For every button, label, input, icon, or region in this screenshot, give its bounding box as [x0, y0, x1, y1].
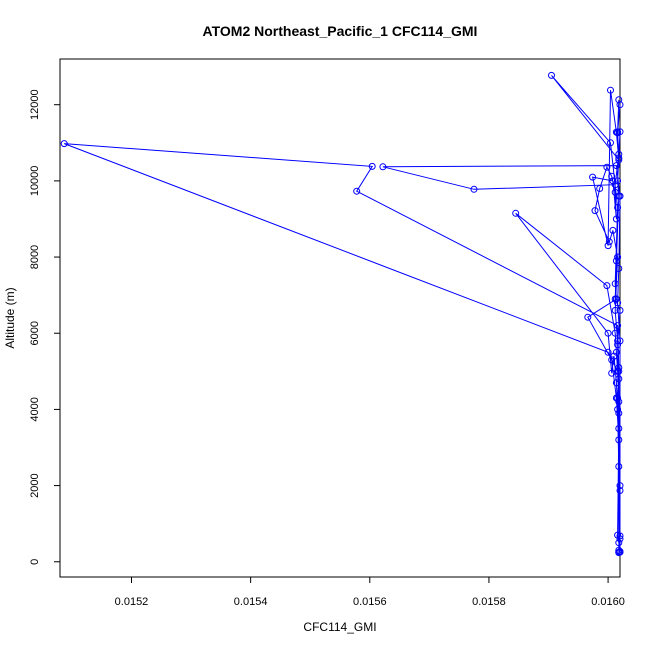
data-point: [603, 282, 611, 290]
data-point: [612, 394, 620, 402]
data-point: [612, 257, 620, 265]
y-tick-label: 10000: [29, 166, 41, 197]
data-point: [615, 436, 623, 444]
data-point: [596, 185, 604, 192]
data-point: [604, 329, 612, 337]
data-point: [614, 204, 622, 211]
data-point: [470, 185, 478, 193]
data-point: [615, 546, 623, 554]
data-point: [589, 173, 597, 181]
data-point: [614, 299, 622, 307]
data-point: [607, 139, 614, 147]
data-point: [608, 356, 616, 364]
data-point: [610, 352, 618, 360]
data-point: [616, 337, 624, 345]
data-point: [614, 405, 622, 413]
x-tick-label: 0.0154: [234, 596, 268, 608]
data-point: [615, 463, 623, 470]
data-point: [584, 313, 592, 321]
data-point: [614, 367, 622, 375]
data-point: [611, 188, 619, 196]
data-point: [548, 71, 555, 79]
data-point: [614, 129, 622, 137]
data-point: [612, 348, 620, 356]
y-tick-label: 6000: [29, 321, 41, 345]
data-point: [611, 329, 619, 337]
data-point: [614, 177, 622, 185]
data-point: [615, 364, 623, 371]
x-tick-label: 0.0156: [353, 596, 387, 608]
data-point: [616, 101, 624, 109]
data-point: [616, 482, 624, 490]
x-axis-label: CFC114_GMI: [303, 620, 376, 634]
data-point: [614, 531, 622, 539]
chart-title: ATOM2 Northeast_Pacific_1 CFC114_GMI: [203, 23, 478, 39]
data-point: [614, 337, 622, 345]
data-point: [512, 209, 520, 217]
data-point: [614, 341, 622, 349]
data-point: [615, 409, 623, 417]
data-point: [611, 280, 619, 288]
data-point: [612, 215, 620, 223]
x-axis: 0.0152 0.0154 0.0156 0.0158 0.0160: [115, 577, 625, 608]
x-tick-label: 0.0160: [591, 596, 625, 608]
data-point: [615, 96, 623, 104]
y-tick-label: 8000: [29, 245, 41, 269]
data-point: [615, 375, 623, 383]
data-point: [616, 487, 624, 494]
data-point: [616, 192, 624, 200]
data-point: [612, 128, 620, 136]
y-tick-label: 4000: [29, 397, 41, 421]
data-point: [60, 140, 68, 148]
data-point: [368, 162, 376, 170]
x-tick-label: 0.0152: [115, 596, 149, 608]
data-point: [616, 306, 624, 314]
plot-area: [60, 71, 624, 557]
y-tick-label: 12000: [29, 89, 41, 120]
data-point: [612, 295, 620, 303]
y-axis-label: Altitude (m): [3, 287, 17, 348]
data-point: [615, 398, 623, 406]
data-point: [615, 154, 623, 162]
data-point: [615, 425, 623, 432]
y-tick-label: 0: [29, 559, 41, 565]
data-point: [379, 163, 387, 171]
data-point: [607, 86, 614, 94]
data-point: [616, 535, 624, 543]
data-point: [616, 548, 624, 556]
data-point: [603, 163, 611, 171]
data-point: [591, 207, 599, 215]
data-point: [615, 150, 623, 158]
data-point: [605, 238, 613, 246]
data-point: [614, 253, 622, 261]
data-point: [614, 322, 622, 330]
data-point: [615, 265, 623, 272]
x-tick-label: 0.0158: [472, 596, 506, 608]
data-point: [609, 177, 617, 185]
data-point: [604, 348, 612, 356]
data-point: [353, 187, 361, 195]
plot-frame: [59, 58, 621, 578]
data-point: [604, 242, 612, 250]
data-point: [611, 306, 619, 314]
series-line: [64, 75, 621, 554]
y-axis: 0 2000 4000 6000 8000 10000 12000: [29, 89, 60, 565]
data-point: [608, 172, 616, 180]
data-point: [612, 162, 620, 170]
data-point: [615, 539, 623, 547]
data-point: [611, 181, 619, 189]
data-point: [609, 226, 617, 234]
y-tick-label: 2000: [29, 473, 41, 497]
